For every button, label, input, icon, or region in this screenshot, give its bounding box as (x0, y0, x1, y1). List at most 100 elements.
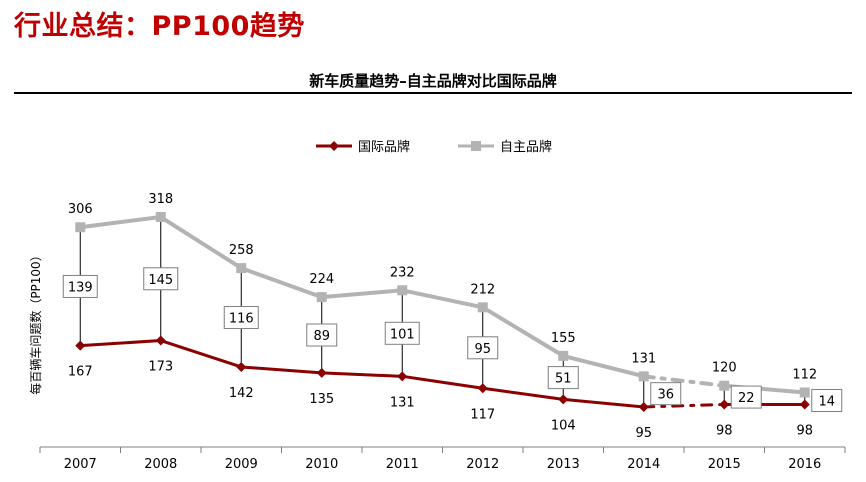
international-value-2007: 167 (68, 365, 93, 380)
x-tick-label-2008: 2008 (144, 457, 177, 472)
international-value-2008: 173 (148, 360, 173, 375)
gap-box-2007 (62, 274, 98, 298)
international-point-2011 (397, 371, 408, 382)
domestic-value-2014: 131 (631, 351, 656, 366)
international-line-segment-2013 (561, 397, 646, 409)
domestic-line-segment-2007 (78, 215, 163, 230)
international-line-segment-2009 (239, 365, 324, 375)
international-line-segment-2007 (78, 339, 163, 348)
international-line-segment-2012 (481, 386, 565, 401)
domestic-point-2016 (799, 387, 810, 398)
international-point-2009 (236, 361, 247, 372)
series-lines (78, 215, 807, 409)
x-tick-label-2016: 2016 (788, 457, 821, 472)
international-point-2007 (75, 340, 86, 351)
domestic-value-2007: 306 (68, 202, 93, 217)
domestic-value-2012: 212 (470, 282, 495, 297)
gap-box-2009 (223, 306, 259, 330)
international-point-2008 (155, 335, 166, 346)
domestic-value-2015: 120 (712, 361, 737, 376)
domestic-line-segment-2009 (239, 266, 324, 300)
domestic-point-2007 (75, 222, 86, 233)
gap-value-2011: 101 (390, 327, 415, 342)
x-tick-label-2007: 2007 (64, 457, 97, 472)
international-value-2014: 95 (635, 426, 652, 441)
domestic-value-2013: 155 (551, 331, 576, 346)
international-line-segment-2010 (320, 371, 404, 378)
international-value-2011: 131 (390, 395, 415, 410)
domestic-point-2010 (316, 292, 327, 303)
gap-box-2014 (650, 382, 682, 406)
legend-label-1: 自主品牌 (500, 139, 552, 155)
international-line-segment-2014 (642, 402, 726, 409)
international-value-2015: 98 (716, 423, 733, 438)
gap-connectors (79, 217, 806, 407)
international-value-2012: 117 (470, 407, 495, 422)
domestic-point-2015 (719, 380, 730, 391)
gap-box-2016 (811, 388, 843, 412)
title-divider (14, 92, 852, 94)
domestic-point-2009 (236, 263, 247, 274)
gap-value-2016: 14 (818, 394, 835, 409)
gap-value-2015: 22 (738, 391, 755, 406)
domestic-value-2008: 318 (148, 192, 173, 207)
domestic-point-2011 (397, 285, 408, 296)
x-tick-label-2011: 2011 (386, 457, 419, 472)
domestic-line-segment-2008 (158, 215, 244, 271)
domestic-line-segment-2010 (319, 288, 405, 300)
gap-box-2015 (730, 385, 762, 409)
gap-value-2010: 89 (313, 329, 330, 344)
gap-box-2010 (306, 323, 338, 347)
international-value-2009: 142 (229, 386, 254, 401)
gap-value-2009: 116 (229, 312, 254, 327)
gap-value-2008: 145 (148, 273, 173, 288)
gap-box-2013 (547, 366, 579, 390)
gap-value-2013: 51 (555, 372, 572, 387)
x-tick-label-2015: 2015 (708, 457, 741, 472)
international-point-2012 (477, 383, 488, 394)
series-markers (75, 212, 810, 412)
international-line-segment-2011 (400, 374, 485, 390)
chart-title: 新车质量趋势–自主品牌对比国际品牌 (309, 72, 557, 90)
international-point-2014 (638, 402, 649, 412)
domestic-value-2009: 258 (229, 243, 254, 258)
domestic-line-segment-2013 (561, 353, 646, 379)
gap-box-2011 (384, 321, 420, 345)
domestic-point-2014 (638, 371, 649, 382)
legend-marker-0 (329, 141, 339, 151)
domestic-point-2012 (477, 302, 488, 313)
international-point-2010 (316, 367, 327, 378)
domestic-value-2016: 112 (792, 368, 817, 383)
gap-box-2012 (467, 336, 499, 360)
legend-marker-1 (471, 141, 481, 151)
gap-box-2008 (143, 267, 179, 291)
international-point-2016 (799, 399, 810, 410)
domestic-point-2013 (558, 350, 569, 361)
x-tick-label-2012: 2012 (466, 457, 499, 472)
domestic-line-segment-2011 (400, 288, 485, 310)
y-axis-label: 每百辆车问题数（PP100） (28, 249, 43, 394)
domestic-value-2010: 224 (309, 272, 334, 287)
domestic-line-segment-2014 (641, 374, 727, 388)
gap-value-2014: 36 (657, 388, 674, 403)
x-tick-label-2014: 2014 (627, 457, 660, 472)
international-value-2010: 135 (309, 392, 334, 407)
international-line-segment-2008 (159, 339, 243, 369)
international-value-2013: 104 (551, 418, 576, 433)
data-labels: 306 318 258 224 232 212 155 131 120 112 167 173 142 1… (62, 192, 843, 441)
legend-label-0: 国际品牌 (358, 139, 410, 155)
international-point-2013 (558, 394, 569, 405)
x-tick-label-2009: 2009 (225, 457, 258, 472)
international-point-2015 (719, 399, 730, 410)
x-axis: 2007 2008 2009 2010 2011 2012 2013 2014 2015 2016 (39, 446, 846, 472)
international-value-2016: 98 (796, 423, 813, 438)
x-tick-label-2013: 2013 (547, 457, 580, 472)
domestic-line-segment-2012 (480, 305, 566, 358)
domestic-value-2011: 232 (390, 265, 415, 280)
chart-legend: 国际品牌 自主品牌 (316, 139, 552, 155)
x-tick-label-2010: 2010 (305, 457, 338, 472)
gap-value-2007: 139 (68, 280, 93, 295)
page-title: 行业总结：PP100趋势 (14, 11, 305, 42)
domestic-point-2008 (155, 212, 166, 223)
